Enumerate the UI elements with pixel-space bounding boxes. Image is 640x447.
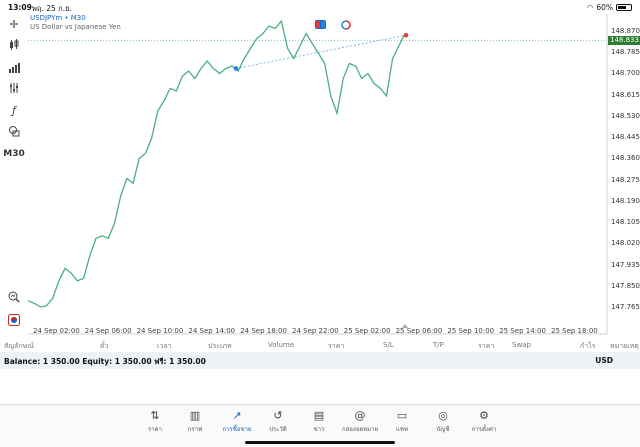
balance-text: Balance: 1 350.00 Equity: 1 350.00 ฟรี: …: [4, 357, 206, 366]
column-header[interactable]: ราคา: [328, 342, 345, 350]
nav-label: การซื้อขาย: [222, 426, 252, 433]
price-tick-label: 148.530: [611, 111, 640, 120]
column-header[interactable]: Swap: [512, 341, 531, 349]
current-price-label: 148.833: [608, 35, 640, 45]
symbol-title: USDJPYm • M30: [30, 14, 86, 22]
candles-icon: ▥: [189, 409, 201, 422]
price-tick-label: 148.020: [611, 239, 640, 248]
trend-start-marker[interactable]: [233, 66, 239, 71]
time-tick-label: 24 Sep 10:00: [136, 327, 184, 335]
chat-icon: ▭: [396, 409, 408, 422]
gear-icon: ⚙: [479, 409, 489, 422]
nav-label: ประวัติ: [269, 426, 287, 433]
chart-toolbar: ✛ ƒ M30: [0, 14, 28, 334]
column-header[interactable]: กำไร: [580, 342, 596, 350]
time-tick-label: 25 Sep 06:00: [395, 327, 443, 335]
column-header[interactable]: Volume: [268, 341, 295, 349]
price-tick-label: 148.785: [611, 48, 640, 57]
column-header[interactable]: ตั๋ว: [100, 342, 109, 350]
symbol-header: USDJPYm • M30 US Dollar vs Japanese Yen: [30, 14, 121, 31]
nav-accounts[interactable]: ◎ บัญชี: [423, 409, 463, 434]
nav-label: แชท: [396, 426, 408, 433]
nav-label: การตั้งค่า: [471, 426, 497, 433]
time-tick-label: 25 Sep 18:00: [551, 327, 598, 335]
nav-label: ข่าว: [313, 426, 325, 433]
price-tick-label: 147.935: [611, 260, 640, 269]
nav-label: กราฟ: [187, 426, 203, 433]
price-tick-label: 148.615: [611, 90, 640, 99]
one-click-trade-button[interactable]: [315, 20, 326, 29]
price-chart[interactable]: [0, 0, 640, 340]
candles-icon[interactable]: [5, 37, 23, 53]
price-tick-label: 148.105: [611, 218, 640, 227]
trend-icon: ↗: [232, 409, 242, 422]
time-tick-label: 24 Sep 02:00: [33, 327, 80, 335]
column-header[interactable]: สัญลักษณ์: [4, 342, 34, 350]
time-tick-label: 24 Sep 18:00: [240, 327, 287, 335]
timeframe-button[interactable]: M30: [3, 149, 25, 159]
column-header[interactable]: S/L: [383, 341, 394, 349]
price-tick-label: 148.275: [611, 175, 640, 184]
column-header[interactable]: T/P: [433, 341, 444, 349]
nav-history[interactable]: ↺ ประวัติ: [258, 409, 298, 434]
price-tick-label: 148.190: [611, 196, 640, 205]
nav-chart[interactable]: ▥ กราฟ: [175, 409, 215, 434]
time-tick-label: 25 Sep 10:00: [447, 327, 495, 335]
crosshair-icon[interactable]: ✛: [9, 17, 19, 31]
price-tick-label: 148.700: [611, 69, 640, 78]
column-header[interactable]: หมายเหตุ: [610, 342, 639, 350]
column-header[interactable]: ประเภท: [208, 342, 232, 350]
battery-percent: 60%: [596, 3, 613, 12]
wifi-icon: ◠: [586, 3, 594, 12]
trend-end-marker[interactable]: [403, 32, 409, 38]
depth-of-market-icon[interactable]: [340, 19, 351, 30]
nav-news[interactable]: ▤ ข่าว: [299, 409, 339, 434]
price-tick-label: 148.360: [611, 154, 640, 163]
price-tick-label: 148.445: [611, 133, 640, 142]
arrows-updown-icon: ⇅: [150, 409, 160, 422]
bottom-nav: ⇅ ราคา ▥ กราฟ ↗ การซื้อขาย ↺ ประวัติ ▤ ข่าว @ กล่อง…: [0, 404, 640, 447]
column-header[interactable]: เวลา: [157, 342, 172, 350]
symbol-description: US Dollar vs Japanese Yen: [30, 23, 121, 31]
nav-label: บัญชี: [436, 426, 450, 433]
nav-mailbox[interactable]: @ กล่องจดหมาย: [340, 409, 380, 434]
home-indicator[interactable]: [245, 441, 395, 444]
time-tick-label: 25 Sep 02:00: [343, 327, 391, 335]
objects-icon[interactable]: [5, 80, 23, 96]
price-tick-label: 148.870: [611, 27, 640, 35]
column-header[interactable]: ราคา: [478, 342, 495, 350]
user-icon: ◎: [438, 409, 448, 422]
nav-quotes[interactable]: ⇅ ราคา: [135, 409, 175, 434]
indicators-icon[interactable]: [5, 59, 23, 75]
shapes-icon[interactable]: [5, 123, 23, 139]
nav-chat[interactable]: ▭ แชท: [382, 409, 422, 434]
nav-label: ราคา: [148, 426, 162, 433]
balance-currency: USD: [595, 356, 613, 365]
time-tick-label: 24 Sep 14:00: [188, 327, 236, 335]
status-bar: 13:09 พฤ. 25 ก.ย. ◠ 60%: [0, 0, 640, 14]
balance-bar: Balance: 1 350.00 Equity: 1 350.00 ฟรี: …: [0, 352, 640, 369]
price-tick-label: 147.765: [611, 303, 640, 311]
nav-trade[interactable]: ↗ การซื้อขาย: [217, 409, 257, 434]
trend-line[interactable]: [235, 34, 407, 69]
magnifier-icon[interactable]: [5, 289, 23, 305]
time-tick-label: 24 Sep 06:00: [84, 327, 132, 335]
nav-settings[interactable]: ⚙ การตั้งค่า: [464, 409, 504, 434]
status-date: พฤ. 25 ก.ย.: [32, 4, 72, 13]
at-icon: @: [354, 409, 366, 422]
price-series-line: [27, 19, 406, 308]
clock: 13:09: [8, 3, 32, 12]
price-tick-label: 147.850: [611, 281, 640, 290]
history-icon: ↺: [273, 409, 283, 422]
trade-table-header: สัญลักษณ์ ตั๋ว เวลา ประเภท Volume ราคา S/L T/P ร…: [0, 340, 640, 352]
battery-icon: [616, 4, 632, 11]
time-tick-label: 24 Sep 22:00: [292, 327, 339, 335]
time-tick-label: 25 Sep 14:00: [499, 327, 546, 335]
scroll-marker-icon[interactable]: [402, 324, 408, 328]
function-icon[interactable]: ƒ: [12, 103, 16, 117]
news-icon: ▤: [313, 409, 325, 422]
nav-label: กล่องจดหมาย: [341, 426, 379, 433]
trade-settings-icon[interactable]: [5, 312, 23, 328]
